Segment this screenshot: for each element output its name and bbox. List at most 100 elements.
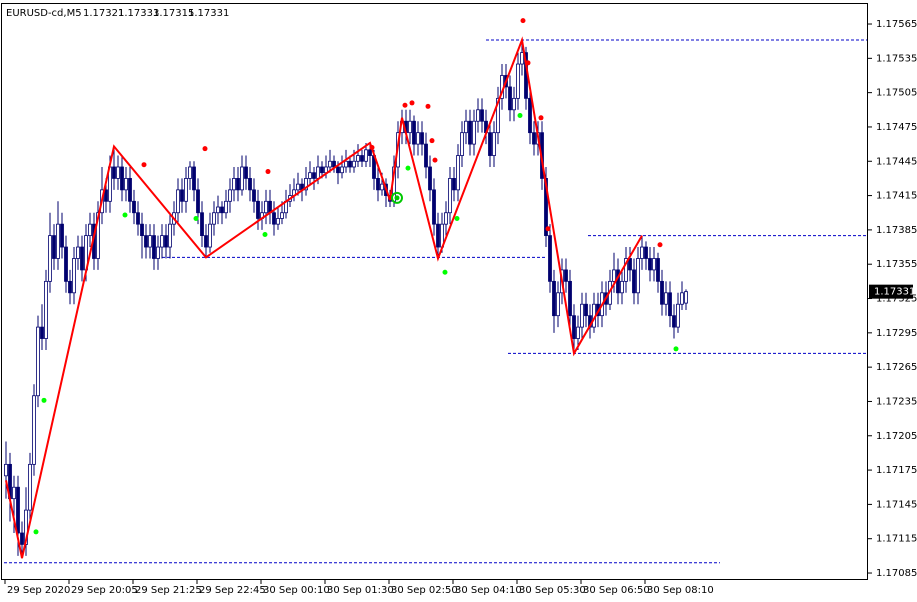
- candle-body: [364, 149, 368, 162]
- signal-dot: [425, 103, 431, 109]
- y-tick-label: 1.17145: [876, 499, 917, 510]
- candle-body: [420, 132, 424, 145]
- candle-body: [164, 235, 168, 248]
- candle-body: [64, 246, 68, 282]
- candle-body: [572, 315, 576, 339]
- candle-body: [136, 212, 140, 225]
- candle-body: [640, 246, 644, 259]
- candle-body: [52, 235, 56, 259]
- signal-dot: [545, 226, 551, 232]
- signal-dot: [517, 113, 523, 119]
- candle-body: [528, 97, 532, 134]
- candle-body: [56, 223, 60, 259]
- candle-body: [264, 200, 268, 214]
- candle-body: [668, 292, 672, 317]
- candle-body: [296, 183, 300, 191]
- candle-body: [376, 178, 380, 191]
- signal-circle-core: [394, 195, 400, 201]
- candle-body: [460, 132, 464, 156]
- candle-body: [312, 172, 316, 179]
- candle-body: [472, 120, 476, 145]
- candle-body: [612, 269, 616, 282]
- x-tick-label: 30 Sep 05:30: [519, 585, 586, 596]
- candle-body: [248, 178, 252, 191]
- candle-body: [256, 200, 260, 219]
- candle-body: [148, 235, 152, 248]
- price-label: 1.17331: [874, 287, 915, 298]
- header-open: 1.17321: [83, 8, 124, 19]
- x-tick-label: 30 Sep 08:10: [647, 585, 714, 596]
- candle-body: [196, 189, 200, 214]
- candle-body: [508, 86, 512, 111]
- candle-body: [488, 132, 492, 156]
- candle-body: [244, 166, 248, 179]
- candle-body: [348, 160, 352, 168]
- candle-body: [680, 292, 684, 305]
- candle-body: [272, 212, 276, 225]
- candle-body: [76, 246, 80, 259]
- candle-body: [276, 218, 280, 225]
- candle-body: [452, 178, 456, 191]
- candle-body: [140, 223, 144, 237]
- signal-dot: [673, 346, 679, 352]
- x-tick-label: 29 Sep 2020: [7, 585, 70, 596]
- y-tick-label: 1.17475: [876, 122, 917, 133]
- candle-body: [160, 235, 164, 248]
- candle-body: [236, 178, 240, 191]
- y-tick-label: 1.17235: [876, 396, 917, 407]
- candle-body: [188, 166, 192, 179]
- candle-body: [616, 269, 620, 294]
- x-tick-label: 30 Sep 06:50: [583, 585, 650, 596]
- zigzag-line: [5, 36, 643, 559]
- candle-body: [568, 280, 572, 317]
- candle-body: [476, 109, 480, 122]
- x-tick-label: 29 Sep 20:05: [71, 585, 138, 596]
- candle-body: [648, 258, 652, 271]
- candle-body: [368, 149, 372, 156]
- candle-body: [40, 326, 44, 339]
- candle-body: [512, 97, 516, 111]
- x-tick-label: 30 Sep 04:10: [455, 585, 522, 596]
- y-tick-label: 1.17205: [876, 431, 917, 442]
- candle-body: [152, 235, 156, 259]
- candle-body: [192, 166, 196, 191]
- candle-body: [360, 155, 364, 162]
- header-close: 1.17331: [188, 8, 229, 19]
- signal-dot: [122, 212, 128, 218]
- signal-dot: [193, 215, 199, 221]
- signal-circle: [391, 191, 403, 204]
- signal-dot: [41, 397, 47, 403]
- y-tick-label: 1.17415: [876, 191, 917, 202]
- candle-body: [580, 303, 584, 328]
- signal-dot: [538, 115, 544, 121]
- candle-body: [656, 258, 660, 282]
- candle-body: [620, 280, 624, 294]
- signal-dot: [33, 529, 39, 535]
- candle-body: [112, 166, 116, 179]
- candle-body: [564, 269, 568, 282]
- signal-dot: [432, 157, 438, 163]
- candle-body: [492, 132, 496, 156]
- signal-dot: [520, 18, 526, 24]
- y-tick-label: 1.17085: [876, 568, 917, 579]
- candle-body: [156, 246, 160, 259]
- candle-body: [652, 258, 656, 271]
- candle-body: [428, 166, 432, 191]
- candle-body: [44, 280, 48, 339]
- candle-body: [104, 189, 108, 202]
- candle-body: [116, 166, 120, 179]
- candle-body: [456, 155, 460, 191]
- header-low: 1.17315: [153, 8, 194, 19]
- signal-dot: [141, 162, 147, 168]
- candle-body: [448, 178, 452, 214]
- candle-body: [340, 166, 344, 174]
- candle-body: [660, 280, 664, 305]
- candle-body: [16, 486, 20, 534]
- candle-body: [320, 166, 324, 174]
- candle-body: [72, 258, 76, 294]
- candle-body: [96, 212, 100, 259]
- candle-body: [4, 463, 8, 477]
- candle-body: [436, 223, 440, 248]
- signal-dot: [409, 100, 415, 106]
